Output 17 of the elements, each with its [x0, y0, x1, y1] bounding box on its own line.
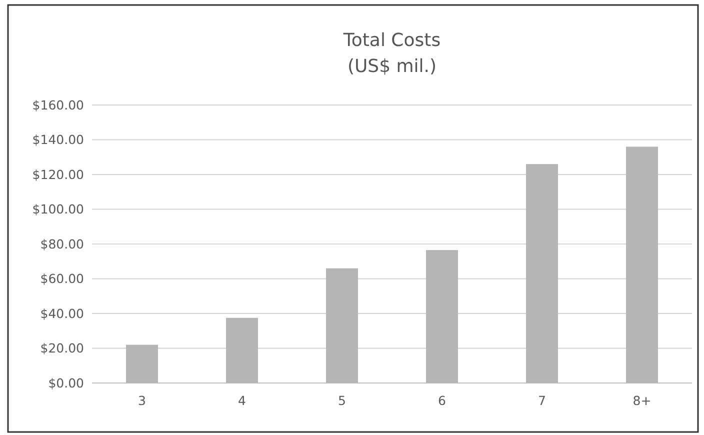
x-tick-label: 4 [238, 393, 246, 408]
x-tick-label: 7 [538, 393, 546, 408]
y-tick-label: $160.00 [32, 97, 84, 112]
y-tick-label: $40.00 [40, 306, 84, 321]
x-tick-label: 3 [138, 393, 146, 408]
x-tick-label: 6 [438, 393, 446, 408]
y-tick-label: $60.00 [40, 271, 84, 286]
y-tick-label: $120.00 [32, 166, 84, 182]
chart-title: Total Costs [342, 30, 441, 51]
y-tick-label: $100.00 [32, 202, 84, 217]
x-tick-label: 8+ [632, 393, 652, 408]
y-tick-label: $140.00 [32, 132, 84, 148]
y-tick-label: $80.00 [40, 236, 84, 252]
y-tick-label: $20.00 [40, 340, 84, 356]
chart-subtitle: (US$ mil.) [347, 56, 437, 77]
y-tick-label: $0.00 [48, 375, 84, 390]
x-tick-label: 5 [338, 393, 346, 408]
